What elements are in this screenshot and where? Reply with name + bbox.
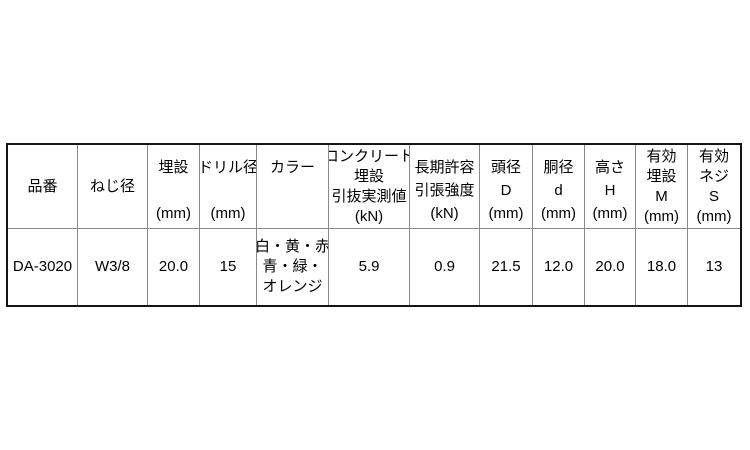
col-header-effective-thread: 有効 ネジ S (mm) [688,145,740,229]
col-header-effective-embed: 有効 埋設 M (mm) [636,145,688,229]
cell-effective-thread: 13 [705,258,723,275]
cell-color: 白・黄・赤 青・緑・ オレンジ [257,229,329,305]
col-header-height: 高さ H (mm) [585,145,636,229]
cell-effective-embed: 18.0 [636,229,688,305]
col-header-part-no: 品番 [8,145,78,229]
col-header-body-dia: 胴径 d (mm) [533,145,585,229]
col-header-screw-dia: ねじ径 [78,145,148,229]
cell-pullout-measured: 5.9 [329,229,410,305]
spec-table: 品番 ねじ径 埋設(mm) ドリル径(mm) カラー コンクリート埋設引抜実測値… [6,143,742,307]
col-header-embed-depth: 埋設 (mm) [148,145,200,229]
cell-tensile-allow: 0.9 [410,229,480,305]
col-header-drill-dia: ドリル径 (mm) [200,145,257,229]
cell-screw-dia: W3/8 [78,229,148,305]
cell-drill-dia: 15 [200,229,257,305]
cell-height: 20.0 [585,229,636,305]
col-header-head-dia: 頭径 D (mm) [480,145,533,229]
col-header-tensile-allow: 長期許容 引張強度 (kN) [410,145,480,229]
cell-head-dia: 21.5 [480,229,533,305]
col-header-color: カラー [257,145,329,229]
cell-embed-depth: 20.0 [148,229,200,305]
cell-body-dia: 12.0 [533,229,585,305]
col-header-pullout-measured: コンクリート埋設引抜実測値(kN) [329,145,410,229]
cell-part-no: DA-3020 [8,229,78,305]
